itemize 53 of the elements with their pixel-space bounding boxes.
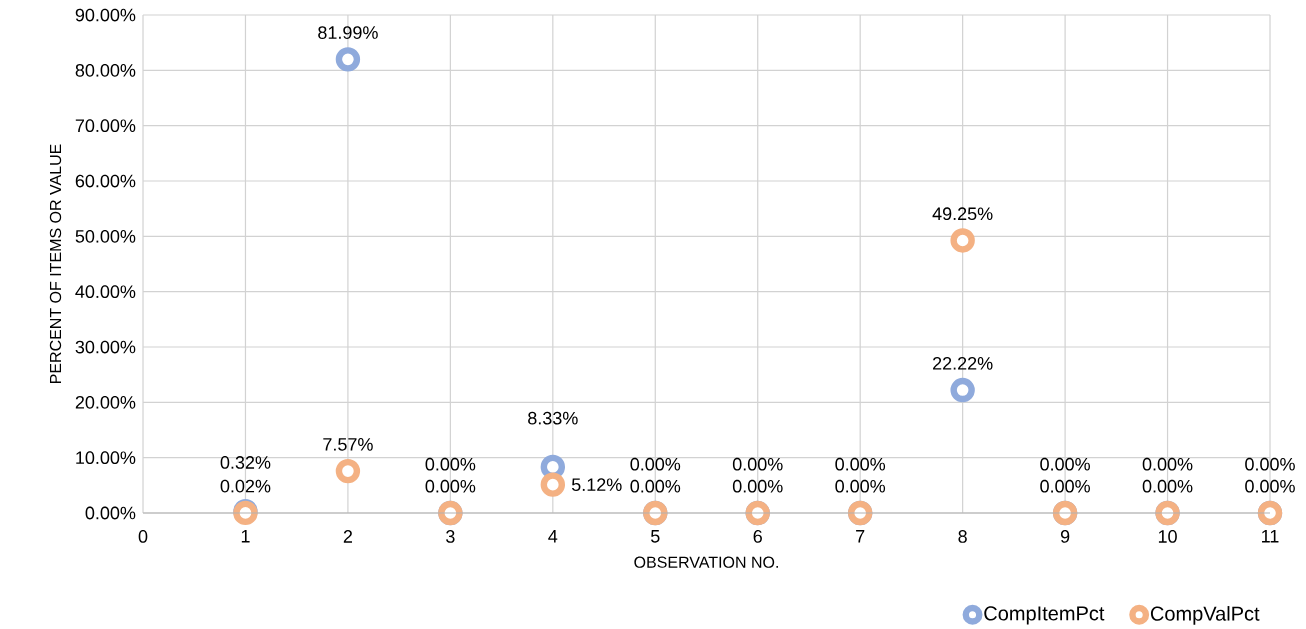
y-tick-label: 40.00%	[75, 285, 136, 299]
point	[540, 472, 566, 497]
y-tick-label: 60.00%	[75, 174, 136, 188]
data-label: 7.57%	[323, 438, 373, 451]
point	[950, 228, 975, 253]
data-label: 0.00%	[630, 457, 681, 471]
x-tick-label: 9	[1060, 530, 1070, 543]
x-tick-label: 6	[753, 530, 762, 543]
data-label: 0.00%	[732, 479, 783, 493]
data-label: 0.00%	[835, 457, 886, 471]
y-tick-label: 10.00%	[76, 451, 136, 465]
data-label: 0.00%	[630, 479, 681, 493]
y-tick-label: 90.00%	[75, 8, 136, 22]
x-tick-label: 0	[138, 530, 148, 543]
x-tick-label: 5	[651, 530, 660, 543]
data-label: 0.00%	[1245, 457, 1295, 471]
data-label: 0.00%	[1245, 479, 1295, 493]
x-axis-title: OBSERVATION NO.	[634, 556, 778, 568]
data-label: 0.00%	[425, 457, 476, 471]
data-label: 0.00%	[1142, 479, 1193, 493]
y-tick-label: 80.00%	[75, 63, 136, 77]
data-label: 0.00%	[835, 479, 886, 493]
legend-label: CompItemPct	[984, 606, 1105, 625]
x-tick-label: 8	[958, 530, 967, 543]
data-label: 0.00%	[1040, 479, 1090, 493]
data-label: 0.00%	[732, 457, 783, 471]
y-tick-label: 50.00%	[75, 229, 136, 243]
data-label: 81.99%	[318, 26, 378, 39]
point	[335, 458, 361, 484]
x-tick-label: 4	[548, 530, 558, 543]
y-tick-label: 30.00%	[75, 340, 136, 354]
data-label: 0.00%	[425, 479, 476, 493]
x-tick-label: 2	[343, 530, 353, 543]
y-axis-title: PERCENT OF ITEMS OR VALUE	[49, 144, 62, 383]
y-tick-label: 70.00%	[75, 119, 136, 133]
data-label: 0.00%	[1040, 457, 1090, 471]
data-label: 0.32%	[220, 456, 271, 469]
x-tick-label: 3	[446, 530, 455, 543]
data-label: 5.12%	[571, 478, 622, 492]
x-tick-label: 11	[1262, 530, 1279, 543]
x-tick-label: 10	[1158, 530, 1177, 543]
data-label: 0.02%	[220, 479, 271, 493]
data-label: 49.25%	[932, 207, 993, 221]
data-label: 8.33%	[528, 411, 578, 425]
data-label: 22.22%	[933, 356, 993, 370]
point	[335, 47, 361, 72]
legend-label: CompValPct	[1150, 606, 1260, 625]
data-label: 0.00%	[1142, 457, 1193, 471]
x-tick-label: 7	[856, 530, 865, 543]
x-tick-label: 1	[241, 530, 250, 543]
y-tick-label: 0.00%	[85, 506, 136, 520]
point	[950, 377, 975, 403]
y-tick-label: 20.00%	[75, 395, 136, 409]
